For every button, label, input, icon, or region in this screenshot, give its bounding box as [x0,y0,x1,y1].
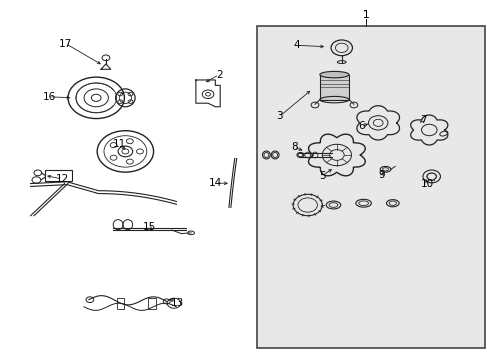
Text: 16: 16 [42,92,56,102]
Ellipse shape [319,71,348,78]
Text: 6: 6 [357,121,364,131]
Bar [256,26,484,348]
Bar [319,75,348,100]
Text: 8: 8 [290,142,297,152]
Text: 1: 1 [362,10,368,19]
Text: 7: 7 [419,115,426,125]
Text: 10: 10 [420,179,433,189]
Text: 5: 5 [318,171,325,181]
Text: 3: 3 [276,111,282,121]
Text: 2: 2 [216,69,222,80]
Text: 4: 4 [293,40,300,50]
Text: 14: 14 [208,178,222,188]
Text: 12: 12 [56,174,69,184]
Bar [116,298,124,309]
Text: 13: 13 [170,297,183,307]
Text: 1: 1 [362,10,368,20]
Text: 11: 11 [113,139,126,149]
Bar [45,170,72,181]
Text: 15: 15 [143,222,156,232]
Bar [148,298,156,309]
Text: 9: 9 [378,170,385,180]
Text: 17: 17 [59,39,72,49]
